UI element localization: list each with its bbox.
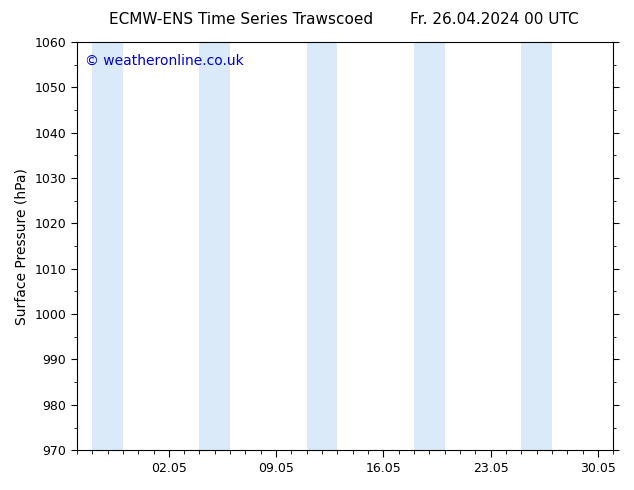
Bar [307,42,322,450]
Bar [322,42,337,450]
Bar [92,42,108,450]
Bar [414,42,429,450]
Bar [521,42,537,450]
Bar [215,42,230,450]
Text: © weatheronline.co.uk: © weatheronline.co.uk [85,54,243,68]
Bar [429,42,445,450]
Text: ECMW-ENS Time Series Trawscoed: ECMW-ENS Time Series Trawscoed [109,12,373,27]
Bar [200,42,215,450]
Bar [108,42,123,450]
Y-axis label: Surface Pressure (hPa): Surface Pressure (hPa) [15,168,29,324]
Text: Fr. 26.04.2024 00 UTC: Fr. 26.04.2024 00 UTC [410,12,579,27]
Bar [537,42,552,450]
